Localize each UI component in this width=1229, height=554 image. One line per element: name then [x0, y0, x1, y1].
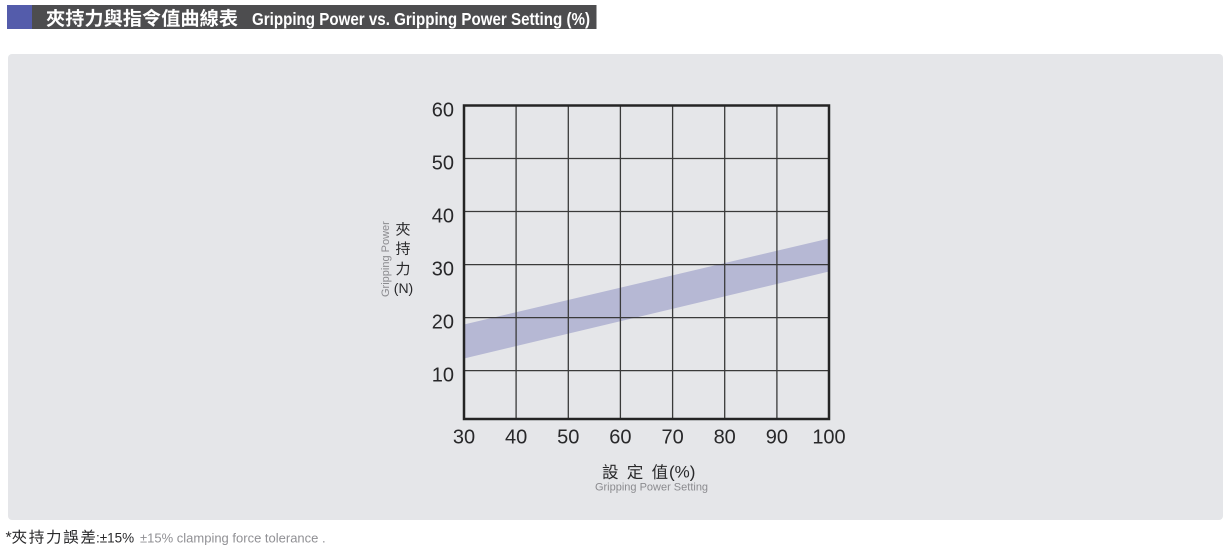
svg-text:60: 60	[432, 99, 454, 121]
svg-text:(%): (%)	[669, 463, 695, 482]
svg-text::±15%: :±15%	[96, 531, 134, 546]
svg-text:Gripping Power vs. Gripping Po: Gripping Power vs. Gripping Power Settin…	[252, 9, 590, 29]
svg-text:Gripping Power: Gripping Power	[380, 221, 392, 297]
svg-text:20: 20	[432, 311, 454, 333]
svg-text:*: *	[6, 530, 12, 547]
svg-text:(N): (N)	[394, 280, 413, 296]
svg-text:Gripping Power Setting: Gripping Power Setting	[595, 482, 708, 494]
svg-text:70: 70	[661, 426, 683, 448]
svg-text:90: 90	[766, 426, 788, 448]
svg-text:40: 40	[432, 205, 454, 227]
svg-text:60: 60	[609, 426, 631, 448]
svg-text:30: 30	[432, 258, 454, 280]
svg-text:40: 40	[505, 426, 527, 448]
svg-text:±15% clamping force tolerance: ±15% clamping force tolerance .	[140, 531, 326, 546]
svg-text:30: 30	[453, 426, 475, 448]
svg-text:50: 50	[557, 426, 579, 448]
svg-text:10: 10	[432, 364, 454, 386]
svg-text:100: 100	[812, 426, 845, 448]
svg-text:50: 50	[432, 152, 454, 174]
svg-text:80: 80	[714, 426, 736, 448]
